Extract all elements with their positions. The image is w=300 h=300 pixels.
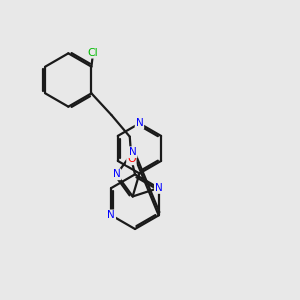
Text: N: N xyxy=(129,147,136,157)
Text: N: N xyxy=(107,210,115,220)
Text: O: O xyxy=(127,154,136,164)
Text: N: N xyxy=(113,169,121,179)
Text: N: N xyxy=(155,183,163,193)
Text: N: N xyxy=(136,118,143,128)
Text: Cl: Cl xyxy=(88,48,98,58)
